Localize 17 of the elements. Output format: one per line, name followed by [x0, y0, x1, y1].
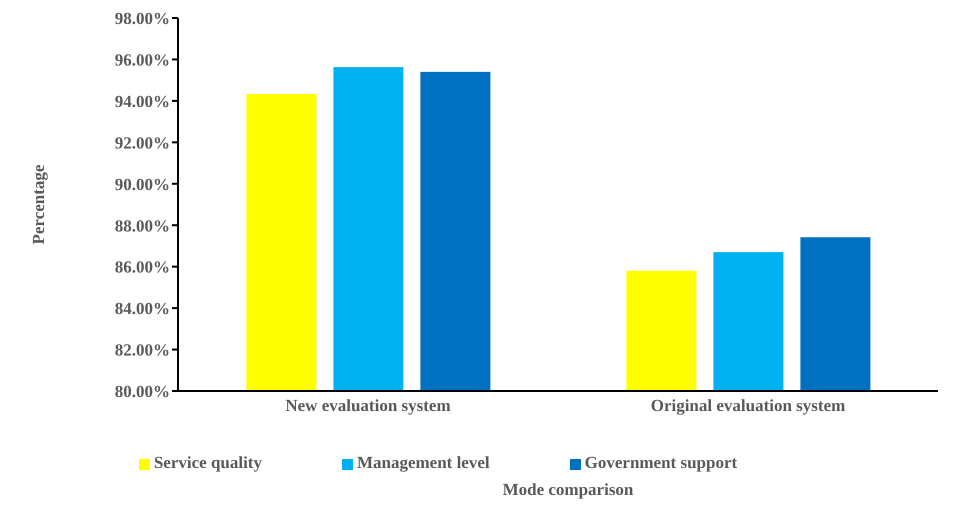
y-tick-label: 96.00%	[114, 50, 170, 70]
y-tick-label: 80.00%	[114, 382, 170, 402]
y-tick-label: 94.00%	[114, 92, 170, 111]
y-tick-label: 82.00%	[114, 340, 170, 360]
legend-label: Management level	[356, 453, 490, 472]
y-tick-label: 92.00%	[114, 133, 170, 152]
y-axis-title: Percentage	[29, 164, 48, 244]
y-tick-label: 88.00%	[114, 216, 170, 236]
y-tick-label: 98.00%	[114, 9, 170, 28]
x-tick-label: Original evaluation system	[650, 396, 846, 416]
legend-label: Government support	[584, 453, 738, 472]
y-tick-label: 90.00%	[114, 174, 170, 194]
x-tick-label: New evaluation system	[285, 396, 451, 416]
y-tick-label: 86.00%	[114, 258, 170, 277]
y-tick-label: 84.00%	[114, 299, 170, 318]
legend-label: Service quality	[154, 453, 262, 472]
x-axis-title: Mode comparison	[502, 480, 634, 500]
